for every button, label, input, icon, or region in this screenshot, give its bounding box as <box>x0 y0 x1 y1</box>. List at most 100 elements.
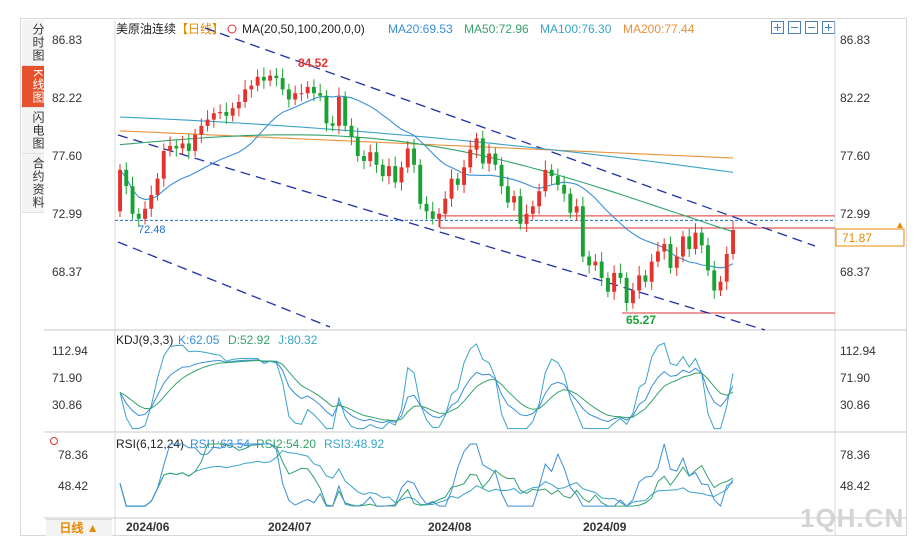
tab-lightning[interactable]: 闪电图 <box>22 108 45 155</box>
ma20-line <box>119 95 734 269</box>
candle-body <box>618 272 623 278</box>
candle-body <box>706 245 710 271</box>
candle-body <box>537 191 542 207</box>
candle-body <box>293 93 298 100</box>
zoom-out-icon[interactable] <box>788 21 801 34</box>
left-marker-label: 72.48 <box>138 224 166 236</box>
candle-body <box>518 196 523 224</box>
pan-left-icon[interactable] <box>805 21 818 34</box>
tab-kline[interactable]: K线图 <box>22 66 45 109</box>
channel-top-line <box>204 27 816 247</box>
period-selector-button[interactable]: 日线 ▲ <box>46 519 112 536</box>
x-tick: 2024/09 <box>583 520 627 534</box>
candle-body <box>174 145 179 149</box>
y-tick-right: 77.60 <box>840 149 870 163</box>
candle-body <box>161 151 166 179</box>
candle-body <box>487 153 491 164</box>
candle-body <box>693 232 698 249</box>
current-price-box <box>835 228 905 247</box>
ma100-value: MA100:76.30 <box>540 22 612 36</box>
channel-mid-line <box>117 134 766 331</box>
candle-body <box>512 196 516 203</box>
watermark: 1QH.CN <box>800 503 905 533</box>
candle-body <box>118 169 122 212</box>
x-tick: 2024/07 <box>268 520 312 534</box>
candle-body <box>681 236 685 257</box>
ma200-value: MA200:77.44 <box>623 22 695 36</box>
candle-body <box>130 186 135 214</box>
price-y-axis: 86.83 82.22 77.60 72.99 68.37 86.83 82.2… <box>52 33 870 279</box>
candle-body <box>180 143 185 149</box>
kdj-k-value: K:62.05 <box>178 333 220 347</box>
candle-body <box>549 169 554 177</box>
candle-body <box>449 178 454 199</box>
candle-body <box>731 230 735 254</box>
arrow-up-icon: ▲ <box>895 220 905 231</box>
ma-label: MA(20,50,100,200,0,0) <box>242 22 365 36</box>
settings-icon[interactable] <box>227 24 237 34</box>
y-tick-right: 68.37 <box>840 265 870 279</box>
candle-body <box>136 213 141 219</box>
candle-body <box>387 166 391 177</box>
rsi-label: RSI(6,12,24) <box>116 437 184 451</box>
chart-type-tabs: 分时图 K线图 闪电图 合约资料 <box>22 20 45 214</box>
candle-body <box>255 76 260 86</box>
candle-body <box>724 254 729 282</box>
y-tick: 77.60 <box>52 149 82 163</box>
y-tick: 68.37 <box>52 265 82 279</box>
kdj-k-line <box>119 359 734 424</box>
candle-body <box>274 75 279 79</box>
candle-body <box>593 261 598 266</box>
tab-contract-info[interactable]: 合约资料 <box>22 154 45 214</box>
candle-body <box>718 281 723 291</box>
candle-body <box>211 113 216 120</box>
candle-body <box>530 206 535 214</box>
candle-body <box>312 86 316 94</box>
candle-body <box>493 153 498 165</box>
candle-body <box>474 138 479 150</box>
candle-body <box>324 95 329 124</box>
candle-body <box>624 277 629 303</box>
candle-body <box>355 137 360 156</box>
rsi3-line <box>119 450 734 507</box>
low-label: 65.27 <box>626 313 656 327</box>
y-tick-right: 82.22 <box>840 91 870 105</box>
y-tick: 82.22 <box>52 91 82 105</box>
kdj-y-tick: 112.94 <box>52 344 88 358</box>
candle-body <box>637 275 642 291</box>
candle-body <box>480 138 485 164</box>
kdj-y-tick: 71.90 <box>52 371 82 385</box>
kdj-lines <box>119 342 734 430</box>
rsi1-line <box>119 443 734 508</box>
candle-body <box>368 152 373 161</box>
ma20-value: MA20:69.53 <box>388 22 453 36</box>
high-label: 84.52 <box>298 56 328 70</box>
candle-body <box>380 164 385 177</box>
candle-body <box>343 96 348 126</box>
candle-body <box>555 176 560 185</box>
kdj-y-tick-right: 71.90 <box>840 371 870 385</box>
zoom-in-icon[interactable] <box>771 21 784 34</box>
x-tick: 2024/08 <box>428 520 472 534</box>
ma50-value: MA50:72.96 <box>464 22 529 36</box>
chart-toolbar <box>771 21 835 34</box>
candle-body <box>349 125 354 138</box>
y-tick-right: 72.99 <box>840 207 870 221</box>
current-price-label: 71.87 <box>842 231 872 245</box>
ma50-line <box>119 134 734 233</box>
tab-timeshare[interactable]: 分时图 <box>22 20 45 66</box>
settings-icon[interactable] <box>50 437 58 445</box>
candle-body <box>468 149 473 168</box>
rsi-lines <box>119 443 734 508</box>
x-tick: 2024/06 <box>126 520 170 534</box>
candle-body <box>643 275 648 282</box>
channel-bottom-line <box>117 241 331 328</box>
candle-body <box>712 270 717 291</box>
candle-body <box>193 134 197 151</box>
candle-body <box>499 164 504 187</box>
rsi2-line <box>119 443 734 507</box>
candle-body <box>443 198 448 214</box>
kdj-y-tick: 30.86 <box>52 398 82 412</box>
kdj-d-line <box>119 359 734 422</box>
